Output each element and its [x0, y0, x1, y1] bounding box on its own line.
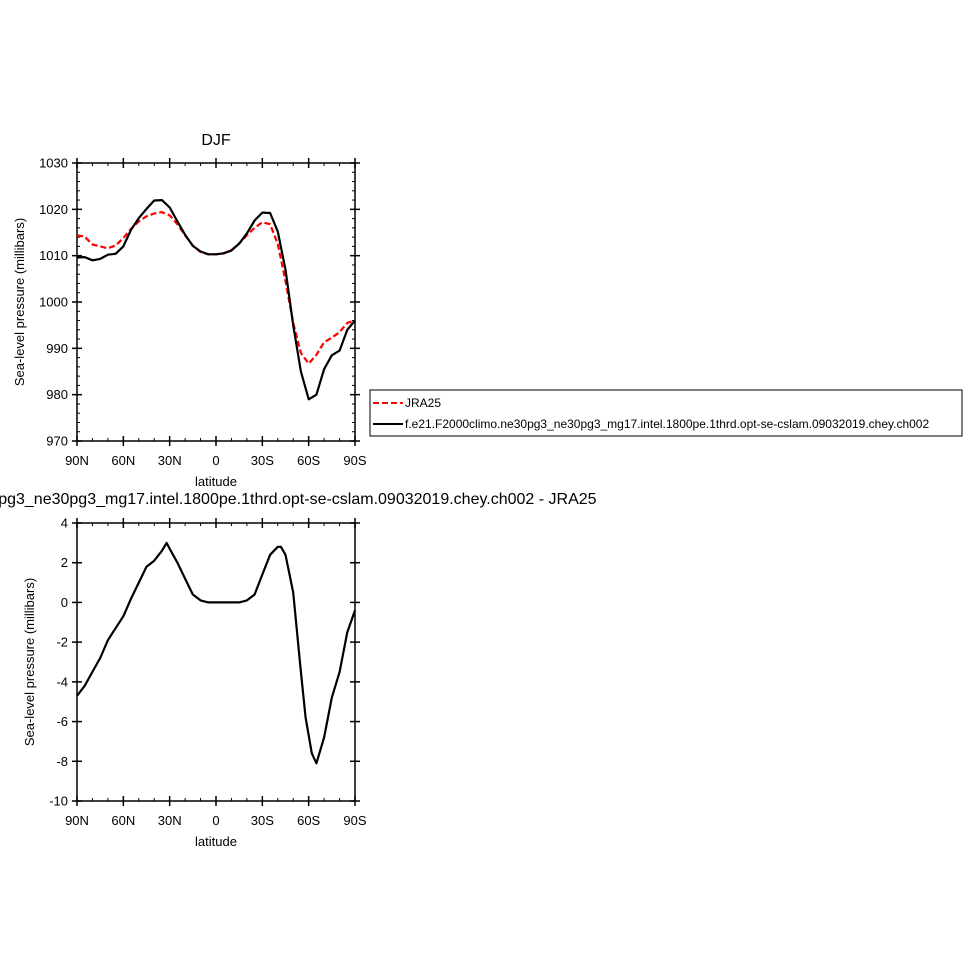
bottom-y-tick-label: -2 [56, 635, 68, 650]
legend: JRA25 f.e21.F2000climo.ne30pg3_ne30pg3_m… [369, 389, 963, 437]
bottom-chart-title: f.e21.F2000climo.ne30pg3_ne30pg3_mg17.in… [0, 491, 597, 508]
top-x-tick-label: 60S [297, 453, 320, 468]
top-y-tick-label: 980 [46, 387, 68, 402]
top-chart-panel: DJF Sea-level pressure (millibars) latit… [12, 132, 367, 489]
top-x-tick-label: 0 [212, 453, 219, 468]
top-y-tick-label: 1010 [39, 248, 68, 263]
top-y-tick-label: 1020 [39, 202, 68, 217]
bottom-y-axis-label: Sea-level pressure (millibars) [22, 578, 37, 746]
top-y-tick-label: 970 [46, 434, 68, 449]
top-x-tick-label: 30S [251, 453, 274, 468]
top-x-axis-label: latitude [195, 474, 237, 489]
top-y-tick-label: 990 [46, 341, 68, 356]
top-x-tick-label: 90S [343, 453, 366, 468]
legend-box [369, 389, 963, 437]
bottom-x-tick-label: 90N [65, 813, 89, 828]
top-y-tick-label: 1000 [39, 295, 68, 310]
top-x-tick-label: 60N [111, 453, 135, 468]
bottom-chart-panel: f.e21.F2000climo.ne30pg3_ne30pg3_mg17.in… [0, 491, 597, 849]
bottom-y-tick-label: 0 [61, 595, 68, 610]
bottom-x-tick-label: 0 [212, 813, 219, 828]
bottom-y-tick-label: -10 [49, 794, 68, 809]
bottom-y-tick-label: -6 [56, 714, 68, 729]
bottom-y-tick-label: 2 [61, 555, 68, 570]
top-x-tick-label: 30N [158, 453, 182, 468]
top-series-line-1 [76, 199, 356, 401]
bottom-x-axis-label: latitude [195, 834, 237, 849]
bottom-series-line-0 [76, 541, 357, 765]
legend-label-model: f.e21.F2000climo.ne30pg3_ne30pg3_mg17.in… [405, 417, 929, 431]
legend-label-jra25: JRA25 [405, 396, 441, 410]
top-x-tick-label: 90N [65, 453, 89, 468]
bottom-x-tick-label: 30N [158, 813, 182, 828]
top-y-tick-label: 1030 [39, 156, 68, 171]
bottom-y-tick-label: 4 [61, 516, 68, 531]
bottom-x-tick-label: 90S [343, 813, 366, 828]
bottom-y-tick-label: -8 [56, 754, 68, 769]
top-plot-frame [76, 162, 356, 442]
top-chart-title: DJF [201, 132, 231, 149]
bottom-x-tick-label: 30S [251, 813, 274, 828]
bottom-plot-frame [76, 522, 356, 802]
bottom-x-tick-label: 60N [111, 813, 135, 828]
top-series-line-0 [76, 211, 356, 365]
bottom-y-tick-label: -4 [56, 674, 68, 689]
top-y-axis-label: Sea-level pressure (millibars) [12, 218, 27, 386]
bottom-x-tick-label: 60S [297, 813, 320, 828]
